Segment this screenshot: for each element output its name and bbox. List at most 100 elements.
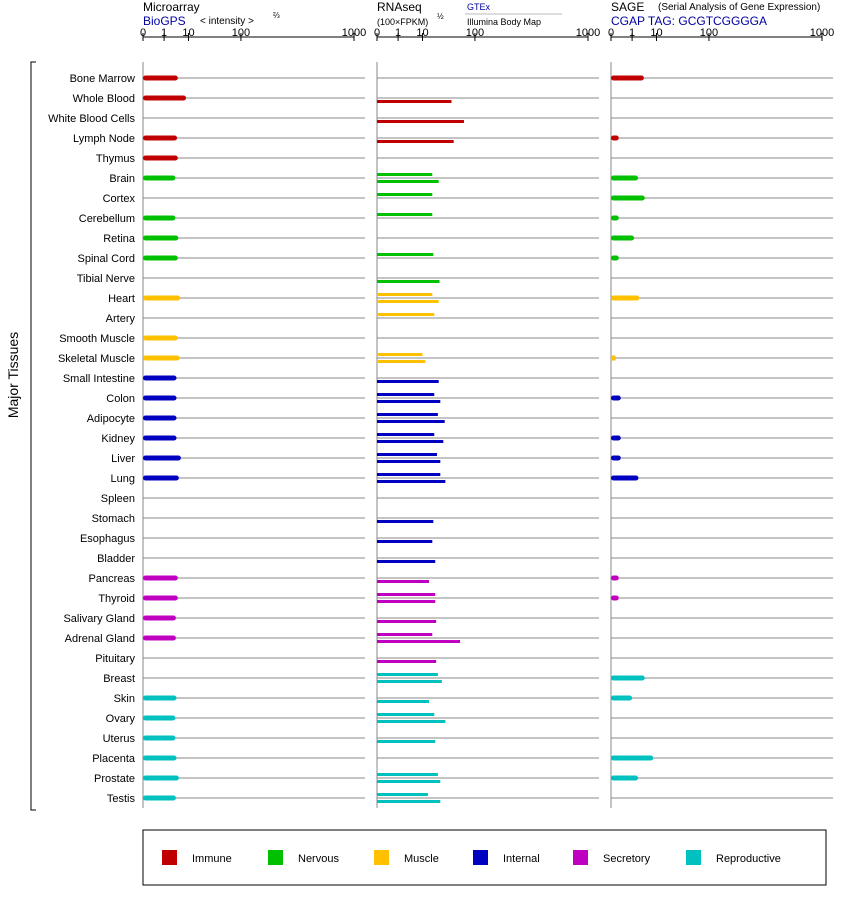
sage-bar: [611, 135, 619, 141]
sage-bar: [611, 175, 639, 181]
sage-bar: [611, 595, 619, 601]
microarray-bar: [143, 375, 177, 381]
tissue-label: Retina: [103, 233, 136, 245]
tissue-label: Kidney: [101, 433, 135, 445]
sage-bar: [611, 455, 621, 461]
rnaseq-bar: [377, 620, 437, 623]
microarray-bar: [143, 75, 178, 81]
microarray-bar: [143, 255, 178, 261]
microarray-tick-label-0: 0: [140, 27, 146, 39]
rnaseq-bar: [377, 600, 436, 603]
rnaseq-bar: [377, 213, 433, 216]
tissue-label: Ovary: [106, 713, 136, 725]
sage-bar: [611, 195, 645, 201]
legend-swatch-nervous: [268, 850, 283, 865]
rnaseq-bar: [377, 100, 452, 103]
tissue-labels: Bone Marrow Whole Blood White Blood Cells L…: [48, 73, 136, 805]
microarray-scale-exponent: ⅔: [273, 11, 280, 20]
rnaseq-bar: [377, 793, 428, 796]
rnaseq-bar: [377, 313, 435, 316]
rnaseq-bar: [377, 453, 438, 456]
rnaseq-bar: [377, 640, 461, 643]
rnaseq-bar: [377, 540, 433, 543]
microarray-bar: [143, 95, 187, 101]
tissue-label: Liver: [111, 453, 135, 465]
microarray-tick-label-1: 1: [161, 27, 167, 39]
legend-label-internal: Internal: [503, 853, 540, 865]
rnaseq-bar: [377, 120, 464, 123]
microarray-bar: [143, 415, 177, 421]
rnaseq-bar: [377, 560, 436, 563]
tissue-label: Placenta: [92, 753, 136, 765]
microarray-bar: [143, 575, 178, 581]
rnaseq-bar: [377, 193, 433, 196]
sage-bar: [611, 395, 621, 401]
tissue-label: Pancreas: [89, 573, 136, 585]
sage-bar: [611, 215, 619, 221]
microarray-bar: [143, 135, 178, 141]
microarray-title: Microarray: [143, 0, 200, 14]
microarray-scale-label: < intensity >: [200, 16, 254, 27]
microarray-bar: [143, 775, 179, 781]
tissue-label: Adipocyte: [87, 413, 135, 425]
microarray-bar: [143, 155, 178, 161]
sage-bar: [611, 75, 644, 81]
microarray-bar: [143, 235, 179, 241]
rnaseq-bar: [377, 433, 435, 436]
sage-tag-link[interactable]: CGAP TAG: GCGTCGGGGA: [611, 14, 767, 28]
rnaseq-bar: [377, 420, 445, 423]
sage-tick-label-0: 0: [608, 27, 614, 39]
legend-swatch-muscle: [374, 850, 389, 865]
sage-bar: [611, 775, 639, 781]
microarray-tick-label-10: 10: [182, 27, 194, 39]
biogps-link[interactable]: BioGPS: [143, 14, 186, 28]
rnaseq-tick-label-100: 100: [466, 27, 484, 39]
rnaseq-bar: [377, 633, 433, 636]
microarray-bar: [143, 435, 177, 441]
rnaseq-bar: [377, 660, 437, 663]
tissue-label: Spleen: [101, 493, 135, 505]
rnaseq-bar: [377, 400, 441, 403]
rnaseq-bar: [377, 300, 439, 303]
rnaseq-bar: [377, 173, 433, 176]
microarray-bar: [143, 175, 176, 181]
rnaseq-bar: [377, 520, 434, 523]
rnaseq-bar: [377, 480, 446, 483]
gtex-link[interactable]: GTEx: [467, 2, 491, 12]
legend-label-muscle: Muscle: [404, 853, 439, 865]
rnaseq-bar: [377, 440, 444, 443]
legend-box: [142, 829, 827, 886]
rnaseq-bar: [377, 593, 436, 596]
major-tissues-bracket: [30, 61, 36, 811]
legend-label-immune: Immune: [192, 853, 232, 865]
rnaseq-bar: [377, 140, 454, 143]
microarray-bar: [143, 295, 181, 301]
rnaseq-bar: [377, 800, 441, 803]
microarray-bar: [143, 355, 180, 361]
axes: 0 1 10 100 1000 0 1 10 100 1000 0 1 10 100 1000: [140, 27, 834, 808]
microarray-bar: [143, 735, 176, 741]
tissue-label: Prostate: [94, 773, 135, 785]
tissue-label: Thymus: [96, 153, 136, 165]
rnaseq-bar: [377, 673, 438, 676]
rnaseq-bar: [377, 413, 438, 416]
rnaseq-bar: [377, 353, 423, 356]
sage-tick-label-1000: 1000: [810, 27, 834, 39]
legend-label-secretory: Secretory: [603, 853, 651, 865]
rnaseq-tick-label-0: 0: [374, 27, 380, 39]
rnaseq-scale-label: (100×FPKM): [377, 17, 428, 27]
rnaseq-tick-label-1000: 1000: [576, 27, 600, 39]
rnaseq-bar: [377, 293, 433, 296]
tissue-label: Salivary Gland: [63, 613, 135, 625]
gridlines: [143, 77, 833, 799]
microarray-bar: [143, 455, 181, 461]
legend-label-nervous: Nervous: [298, 853, 339, 865]
rnaseq-bar: [377, 180, 439, 183]
sage-bar: [611, 355, 616, 361]
microarray-bar: [143, 395, 177, 401]
tissue-label: Cerebellum: [79, 213, 135, 225]
sage-bar: [611, 695, 633, 701]
tissue-label: Brain: [109, 173, 135, 185]
sage-bar: [611, 235, 635, 241]
tissue-label: Testis: [107, 793, 136, 805]
